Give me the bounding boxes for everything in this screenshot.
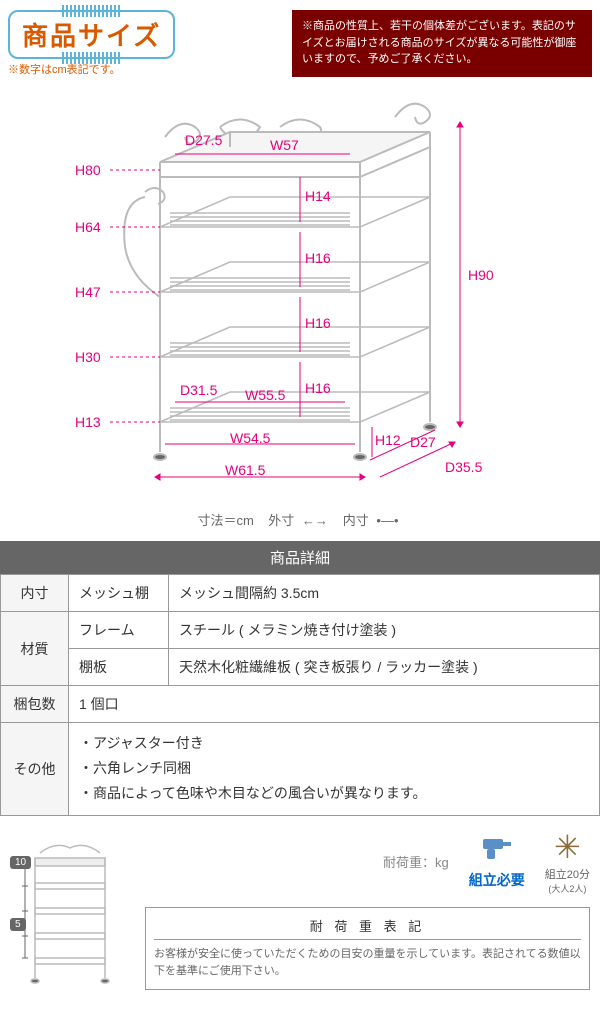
cell-pack-val: 1 個口 <box>69 686 600 723</box>
caption-unit: 寸法＝cm <box>197 513 253 528</box>
dim-H90: H90 <box>468 267 494 283</box>
dim-H64: H64 <box>75 219 101 235</box>
drill-icon <box>469 833 525 870</box>
dim-H16b: H16 <box>305 315 331 331</box>
dim-W57: W57 <box>270 137 299 153</box>
dim-H13: H13 <box>75 414 101 430</box>
cell-inner-sub: メッシュ棚 <box>69 575 169 612</box>
arrow-in-icon: •—• <box>376 513 398 528</box>
dim-H30: H30 <box>75 349 101 365</box>
table-row: 内寸 メッシュ棚 メッシュ間隔約 3.5cm <box>1 575 600 612</box>
dim-H12: H12 <box>375 432 401 448</box>
caption-out: 外寸 <box>268 513 294 528</box>
title-frame: 商品サイズ <box>8 10 175 59</box>
load-top-row: 耐荷重：kg 組立必要 ✳ 組立20分 (大人2人) <box>145 828 590 895</box>
bottom-section: 10 5 耐荷重：kg 組立必要 ✳ 組立20分 (大人2人) 耐 荷 重 表 … <box>0 816 600 1010</box>
dim-D315: D31.5 <box>180 382 217 398</box>
load-notice: 耐 荷 重 表 記 お客様が安全に使っていただくための目安の重量を示しています。… <box>145 907 590 990</box>
load-notice-title: 耐 荷 重 表 記 <box>154 916 581 940</box>
cell-mat-sub2: 棚板 <box>69 649 169 686</box>
cell-mat-val2: 天然木化粧繊維板 ( 突き板張り / ラッカー塗装 ) <box>169 649 600 686</box>
dimension-diagram: H80 H64 H47 H30 H13 D27.5 W57 H14 H16 H1… <box>0 82 600 502</box>
dim-H80: H80 <box>75 162 101 178</box>
table-row: 棚板 天然木化粧繊維板 ( 突き板張り / ラッカー塗装 ) <box>1 649 600 686</box>
dim-H14: H14 <box>305 188 331 204</box>
cell-other-val: ・アジャスター付き ・六角レンチ同梱 ・商品によって色味や木目などの風合いが異な… <box>69 723 600 816</box>
notice-box: ※商品の性質上、若干の個体差がございます。表記のサイズとお届けされる商品のサイズ… <box>292 10 592 77</box>
title-main: 商品サイズ <box>22 16 161 53</box>
dim-D355: D35.5 <box>445 459 482 475</box>
dim-D275: D27.5 <box>185 132 222 148</box>
arrow-out-icon: ←→ <box>302 513 328 528</box>
title-box: 商品サイズ ※数字はcm表記です。 <box>8 10 284 77</box>
assembly-box: 組立必要 <box>469 833 525 890</box>
diagram-caption: 寸法＝cm 外寸 ←→ 内寸 •—• <box>0 502 600 541</box>
dim-W545: W54.5 <box>230 430 270 446</box>
cell-inner-val: メッシュ間隔約 3.5cm <box>169 575 600 612</box>
cell-mat-label: 材質 <box>1 612 69 686</box>
star-icon: ✳ <box>545 828 590 866</box>
table-row: 材質 フレーム スチール ( メラミン焼き付け塗装 ) <box>1 612 600 649</box>
dim-W555: W55.5 <box>245 387 285 403</box>
load-info: 耐荷重：kg 組立必要 ✳ 組立20分 (大人2人) 耐 荷 重 表 記 お客様… <box>145 828 590 990</box>
dim-H16c: H16 <box>305 380 331 396</box>
dim-H16a: H16 <box>305 250 331 266</box>
badge-10: 10 <box>10 856 31 869</box>
table-row: 梱包数 1 個口 <box>1 686 600 723</box>
load-weight: 耐荷重：kg <box>383 852 449 871</box>
cell-inner-label: 内寸 <box>1 575 69 612</box>
spec-table: 内寸 メッシュ棚 メッシュ間隔約 3.5cm 材質 フレーム スチール ( メラ… <box>0 574 600 816</box>
cell-mat-val1: スチール ( メラミン焼き付け塗装 ) <box>169 612 600 649</box>
mini-diagram: 10 5 <box>10 828 130 998</box>
assembly-label: 組立必要 <box>469 870 525 890</box>
cell-pack-label: 梱包数 <box>1 686 69 723</box>
header-row: 商品サイズ ※数字はcm表記です。 ※商品の性質上、若干の個体差がございます。表… <box>0 0 600 82</box>
cell-mat-sub1: フレーム <box>69 612 169 649</box>
time-box: ✳ 組立20分 (大人2人) <box>545 828 590 895</box>
detail-header: 商品詳細 <box>0 541 600 574</box>
load-notice-text: お客様が安全に使っていただくための目安の重量を示しています。表記されてる数値以下… <box>154 946 581 981</box>
time-main: 組立20分 <box>545 866 590 882</box>
time-sub: (大人2人) <box>545 882 590 895</box>
badge-5: 5 <box>10 918 26 931</box>
dim-D27: D27 <box>410 434 436 450</box>
caption-in: 内寸 <box>343 513 369 528</box>
dim-W615: W61.5 <box>225 462 265 478</box>
cell-other-label: その他 <box>1 723 69 816</box>
title-subtitle: ※数字はcm表記です。 <box>8 61 284 77</box>
table-row: その他 ・アジャスター付き ・六角レンチ同梱 ・商品によって色味や木目などの風合… <box>1 723 600 816</box>
dim-H47: H47 <box>75 284 101 300</box>
